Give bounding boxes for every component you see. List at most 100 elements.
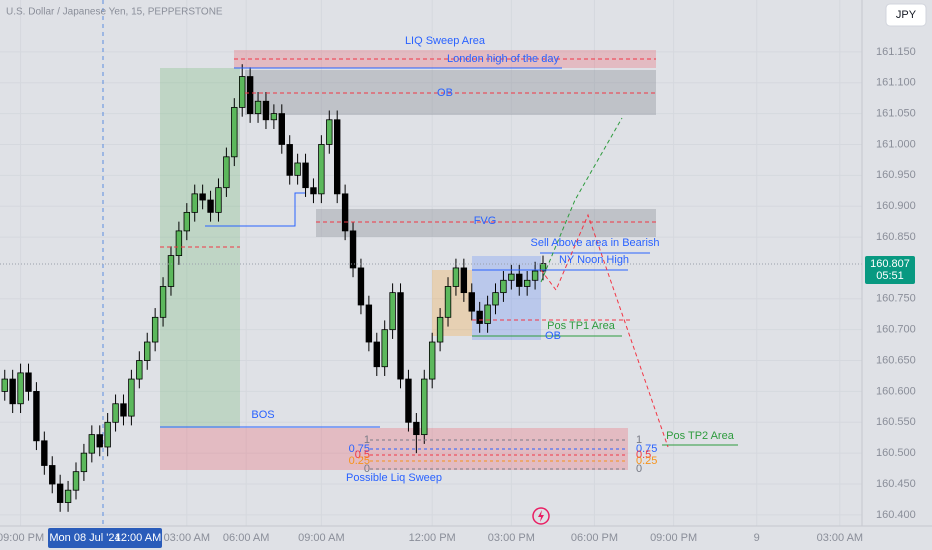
candle-body: [492, 292, 499, 306]
y-tick-label: 160.750: [876, 293, 916, 305]
x-tick-label: 03:00 PM: [488, 532, 535, 544]
candle-body: [476, 310, 483, 324]
candle-body: [239, 76, 246, 108]
candle-body: [88, 434, 96, 454]
candle-body: [191, 193, 198, 213]
y-tick-label: 160.400: [876, 509, 916, 521]
candle-body: [262, 100, 270, 121]
candle-body: [523, 279, 531, 287]
fib-labels: 1 10.75 0.750.5 0.50.25 0.250 0: [349, 434, 658, 475]
candle-body: [151, 316, 159, 343]
candle-body: [80, 452, 88, 473]
candle-body: [278, 113, 285, 145]
fib-label: 0.25: [636, 455, 657, 467]
candle-body: [231, 107, 238, 158]
candle-body: [49, 465, 56, 485]
candle-body: [112, 403, 119, 423]
candle-body: [183, 211, 191, 232]
label: LIQ Sweep Area: [405, 35, 486, 47]
x-tick-label: 06:00 AM: [223, 532, 269, 544]
candle-body: [436, 316, 444, 343]
fib-label: 0: [364, 463, 370, 475]
x-tick-label: 06:00 PM: [571, 532, 618, 544]
crosshair-time: 12:00 AM: [115, 532, 161, 544]
candle-body: [349, 230, 357, 269]
candle-body: [500, 279, 507, 294]
candle-body: [159, 286, 167, 318]
y-tick-label: 160.700: [876, 324, 916, 336]
range-zone: [472, 256, 541, 340]
candle-body: [341, 193, 349, 232]
axes: 161.150 161.100 161.050 161.000 160.950 160.9…: [0, 46, 916, 544]
x-tick-label: 09:00 PM: [0, 532, 44, 544]
fib-label: 0: [636, 463, 642, 475]
x-tick-label: 9: [754, 532, 760, 544]
fib-label: 0.5: [355, 449, 370, 461]
candle-body: [136, 360, 143, 380]
candle-body: [373, 341, 380, 368]
candle-body: [460, 267, 468, 294]
label: NY Noon High: [559, 254, 629, 266]
candle-body: [428, 341, 436, 380]
projection: [540, 117, 623, 283]
candle-body: [397, 292, 404, 380]
y-tick-label: 161.000: [876, 138, 916, 150]
currency-button[interactable]: [885, 3, 927, 27]
candle-body: [207, 199, 214, 213]
candle-body: [334, 119, 341, 195]
candle-body: [104, 421, 111, 448]
candle-body: [413, 421, 420, 436]
y-tick-label: 161.100: [876, 77, 916, 89]
candle-body: [389, 292, 396, 331]
label: London high of the day: [447, 53, 559, 65]
crosshair-date: Mon 08 Jul '24: [49, 532, 120, 544]
candle-body: [25, 372, 32, 392]
candle-body: [254, 100, 262, 114]
candle-body: [175, 230, 183, 256]
y-tick-label: 160.600: [876, 385, 916, 397]
x-tick-label: 03:00 AM: [817, 532, 863, 544]
y-tick-label: 161.150: [876, 46, 916, 58]
candle-body: [318, 144, 325, 195]
candle-body: [120, 403, 127, 417]
candle-body: [128, 378, 135, 417]
x-tick-label: 09:00 PM: [650, 532, 697, 544]
label: OB: [437, 87, 453, 99]
y-tick-label: 160.450: [876, 478, 916, 490]
candle-body: [96, 434, 103, 448]
candle-body: [286, 144, 293, 176]
candle-body: [246, 76, 254, 114]
candle-body: [484, 304, 491, 324]
candle-body: [444, 286, 452, 318]
candle-body: [41, 440, 48, 466]
label: Pos TP1 Area: [547, 320, 616, 332]
label: OB: [545, 330, 561, 342]
candle-body: [33, 391, 40, 442]
price-tag: [865, 256, 915, 284]
candle-body: [72, 471, 80, 491]
candle-body: [421, 378, 428, 436]
candle-body: [452, 267, 460, 287]
candle-body: [365, 304, 373, 343]
event-icon[interactable]: [532, 507, 550, 525]
candle-body: [9, 378, 16, 405]
candle-body: [64, 489, 72, 503]
candle-body: [56, 483, 64, 503]
countdown: 05:51: [876, 270, 904, 282]
candle-body: [223, 156, 230, 189]
candle-body: [199, 193, 206, 201]
label: Possible Liq Sweep: [346, 472, 442, 484]
y-tick-label: 160.850: [876, 231, 916, 243]
last-price: 160.807: [870, 258, 910, 270]
y-tick-label: 160.500: [876, 447, 916, 459]
candle-body: [144, 341, 151, 361]
x-tick-label: 12:00 PM: [409, 532, 456, 544]
x-tick-label: 09:00 AM: [298, 532, 344, 544]
currency-button-label[interactable]: JPY: [896, 9, 917, 21]
y-tick-label: 161.050: [876, 108, 916, 120]
candle-body: [294, 162, 301, 176]
candle-body: [270, 113, 278, 121]
